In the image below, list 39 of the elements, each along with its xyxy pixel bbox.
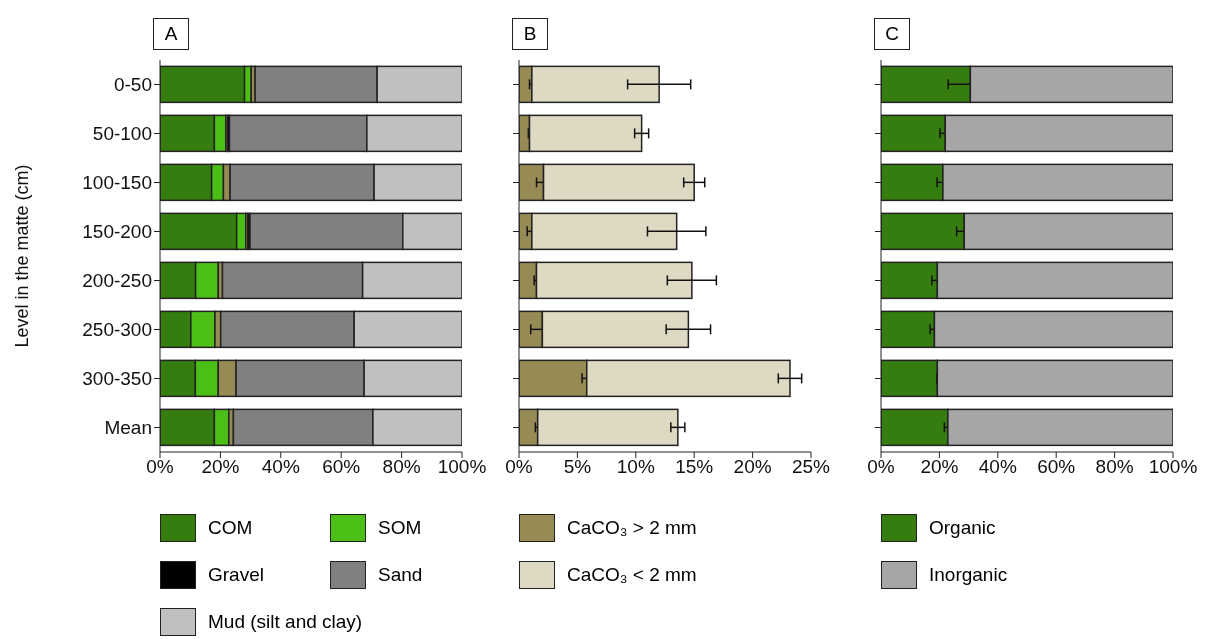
x-tick-label: 80% [1095, 456, 1134, 478]
x-tick-label: 60% [1037, 456, 1076, 478]
y-tick-label: 300-350 [82, 368, 152, 390]
legend-label: CaCO₃ < 2 mm [567, 564, 697, 586]
y-tick-label: 0-50 [113, 74, 152, 96]
y-axis-title: Level in the matte (cm) [12, 164, 33, 348]
x-tick-label: 60% [322, 456, 361, 478]
legend-label: Gravel [208, 564, 264, 586]
y-tick-label: 200-250 [82, 270, 152, 292]
x-tick-label: 100% [437, 456, 487, 478]
legend-label: Mud (silt and clay) [208, 611, 363, 633]
x-tick-label: 25% [791, 456, 831, 478]
x-tick-label: 20% [201, 456, 240, 478]
chart-title: C [874, 18, 910, 50]
legend-label: Sand [378, 564, 423, 586]
legend-label: COM [208, 517, 253, 539]
x-tick-label: 15% [675, 456, 714, 478]
x-tick-label: 80% [382, 456, 421, 478]
y-tick-label: 250-300 [82, 319, 152, 341]
x-tick-label: 0% [867, 456, 895, 478]
x-tick-label: 20% [920, 456, 959, 478]
x-tick-label: 0% [505, 456, 533, 478]
y-tick-label: Mean [104, 417, 152, 439]
chart-title: B [512, 18, 548, 50]
x-tick-label: 0% [146, 456, 174, 478]
x-tick-label: 10% [616, 456, 655, 478]
x-tick-label: 100% [1148, 456, 1198, 478]
chart-title: A [153, 18, 189, 50]
x-tick-label: 5% [563, 456, 592, 478]
y-tick-label: 100-150 [82, 172, 152, 194]
legend-label: CaCO₃ > 2 mm [567, 517, 697, 539]
legend-label: SOM [378, 517, 422, 539]
x-tick-label: 40% [261, 456, 300, 478]
y-tick-label: 50-100 [92, 123, 152, 145]
x-tick-label: 20% [733, 456, 772, 478]
x-tick-label: 40% [978, 456, 1017, 478]
y-tick-label: 150-200 [82, 221, 152, 243]
legend-label: Organic [929, 517, 996, 539]
legend-label: Inorganic [929, 564, 1008, 586]
